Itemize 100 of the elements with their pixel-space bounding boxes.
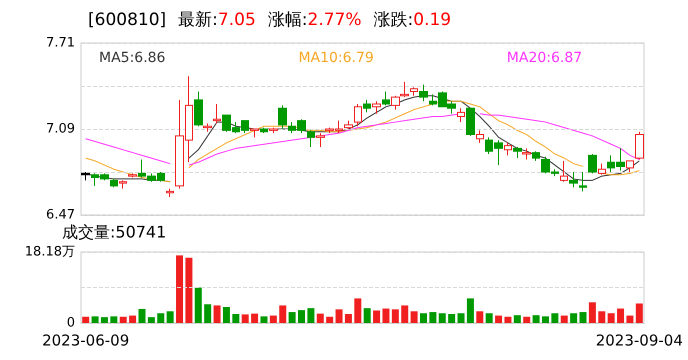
candlestick <box>128 172 137 178</box>
text: 最新:7.05 <box>178 10 256 30</box>
bar <box>580 312 587 323</box>
text: 成交量:50741 <box>62 222 166 242</box>
chart-title: [600810] <box>88 10 166 30</box>
bar <box>129 316 136 323</box>
bar <box>232 314 240 323</box>
candlestick <box>110 178 118 188</box>
bar <box>344 314 352 323</box>
bar <box>551 313 558 323</box>
candlestick <box>504 142 512 156</box>
bar <box>138 308 146 323</box>
y-tick-label: 18.18万 <box>24 244 75 260</box>
bar <box>410 311 418 323</box>
bar <box>560 316 568 323</box>
candlestick <box>372 100 381 114</box>
candlestick <box>213 104 221 124</box>
y-tick-label: 0 <box>66 316 75 330</box>
bar <box>316 314 324 323</box>
bar <box>279 305 286 323</box>
bar <box>148 317 155 323</box>
bar <box>204 304 212 323</box>
bar <box>307 308 314 323</box>
bar <box>222 306 230 323</box>
candlestick <box>579 172 587 192</box>
candlestick <box>119 180 127 190</box>
bar <box>466 298 474 323</box>
candlestick <box>419 84 428 102</box>
bar <box>420 313 427 323</box>
bar <box>110 316 118 323</box>
text: 涨幅:2.77% <box>268 10 362 30</box>
candlestick <box>391 95 400 110</box>
bar <box>636 303 643 323</box>
bar <box>251 314 258 323</box>
bar <box>336 309 343 323</box>
bar <box>373 310 380 323</box>
bar <box>608 313 615 323</box>
bar <box>242 314 249 323</box>
bar <box>588 302 596 323</box>
bar <box>523 316 530 323</box>
candlestick <box>588 153 597 174</box>
candlestick <box>250 128 259 138</box>
candlestick <box>194 91 203 127</box>
candlestick <box>457 108 465 123</box>
bar <box>260 316 268 323</box>
candlestick <box>466 108 475 136</box>
bar <box>448 314 456 323</box>
candlestick <box>278 104 287 130</box>
y-tick-label: 7.71 <box>46 36 75 50</box>
candlestick <box>316 132 325 148</box>
bar <box>495 316 502 323</box>
candlestick <box>513 146 522 159</box>
y-tick-label: 7.09 <box>46 122 75 136</box>
candlestick <box>81 172 90 181</box>
bar <box>82 316 90 323</box>
bar <box>570 313 578 323</box>
y-tick-label: 6.47 <box>46 208 75 222</box>
bar <box>542 316 549 323</box>
text: MA20:6.87 <box>506 50 582 66</box>
candlestick <box>203 122 212 132</box>
bar <box>476 311 484 323</box>
bar <box>354 298 362 323</box>
bar <box>166 311 174 323</box>
bar <box>326 316 334 323</box>
bar <box>429 312 436 323</box>
bar <box>185 258 192 323</box>
bar <box>486 313 493 323</box>
candlestick <box>166 188 174 198</box>
bar <box>270 316 277 323</box>
bar <box>157 313 164 323</box>
bar <box>120 316 127 323</box>
bar <box>392 309 399 323</box>
candlestick <box>260 127 268 134</box>
candlestick <box>598 163 606 176</box>
bar <box>504 316 512 323</box>
candlestick <box>382 91 390 106</box>
bar <box>438 313 446 323</box>
bar <box>214 305 221 323</box>
text: MA10:6.79 <box>298 50 374 66</box>
bar <box>298 310 306 323</box>
bar <box>288 312 296 323</box>
bar <box>176 255 184 323</box>
candlestick <box>354 104 362 127</box>
candlestick <box>410 86 418 96</box>
bar <box>100 317 108 323</box>
bar <box>617 308 624 323</box>
candlestick <box>569 172 578 188</box>
candlestick <box>269 127 278 134</box>
text: MA5:6.86 <box>99 50 166 66</box>
candlestick <box>476 130 484 144</box>
candlestick <box>363 99 371 113</box>
bar <box>598 311 606 323</box>
candlestick <box>307 130 315 148</box>
bar <box>626 316 634 323</box>
candlestick <box>560 160 568 182</box>
candlestick <box>635 131 644 160</box>
candlestick <box>626 160 634 172</box>
candlestick <box>344 120 353 130</box>
bar <box>382 308 390 323</box>
bar <box>401 305 408 323</box>
